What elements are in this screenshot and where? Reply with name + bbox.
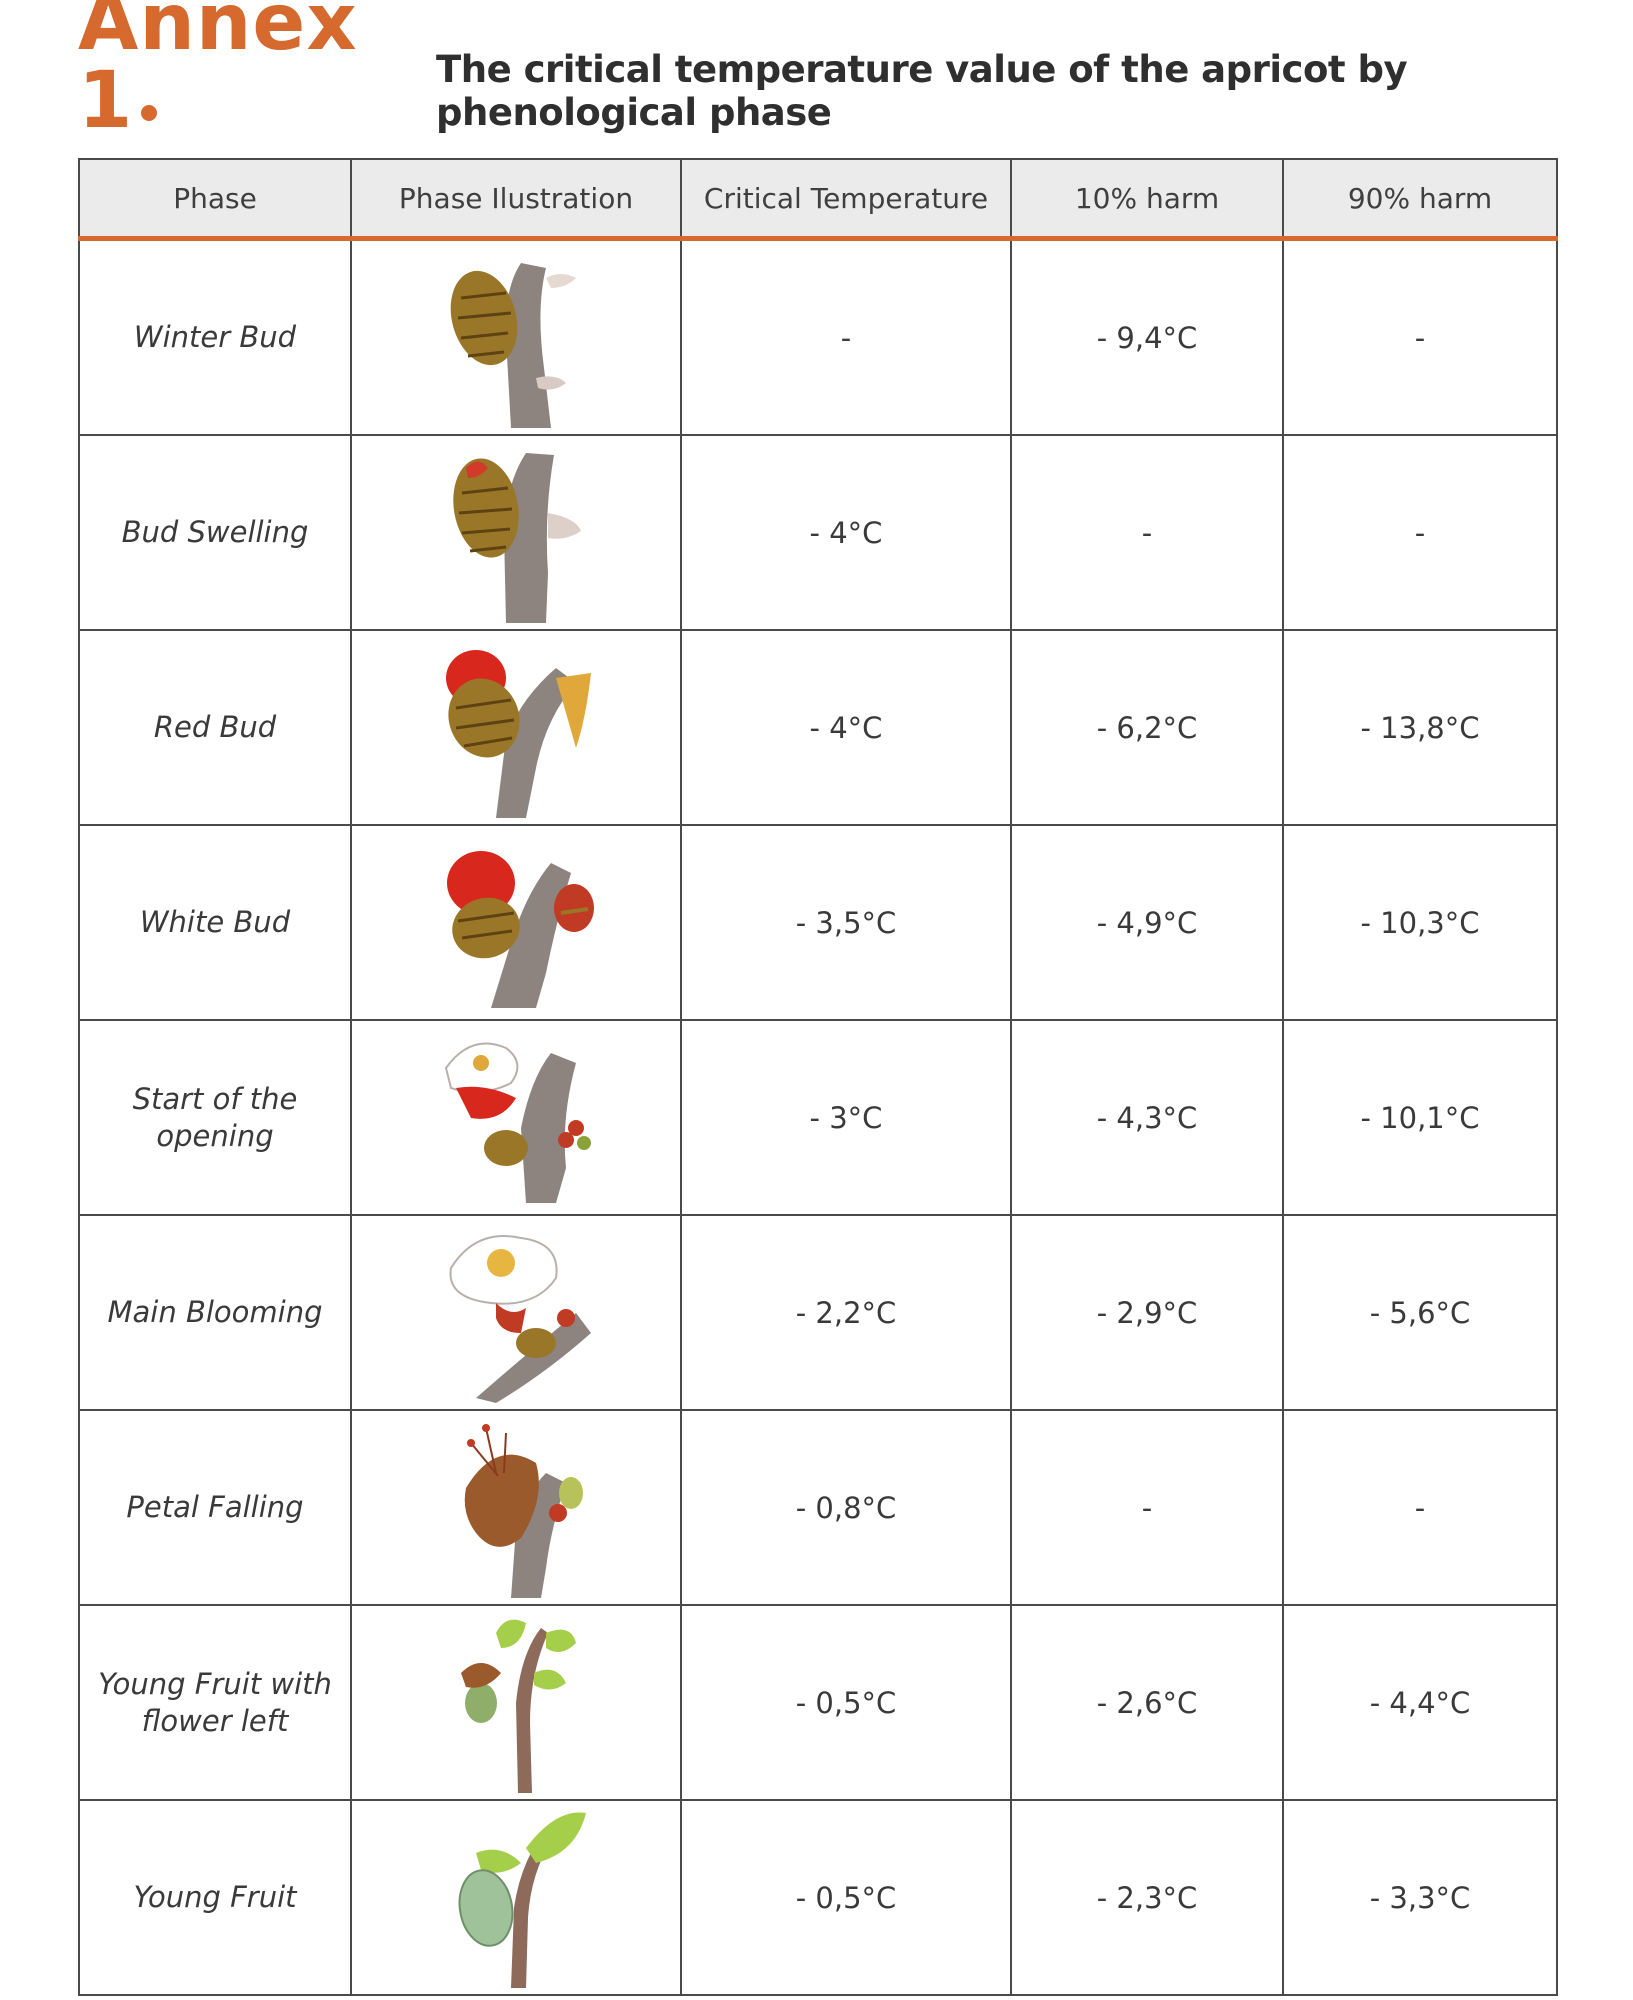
table-row: White Bud - 3,5°C - 4,9°C - 10,3°C <box>78 824 1558 1021</box>
table-row: Young Fruit with flower left - 0,5°C - 2… <box>78 1604 1558 1801</box>
table-row: Red Bud - 4°C - 6,2°C - 13,8°C <box>78 629 1558 826</box>
table-row: Petal Falling - 0,8°C - - <box>78 1409 1558 1606</box>
harm-90-cell: - 10,1°C <box>1282 1019 1558 1216</box>
critical-temperature-cell: - <box>680 237 1012 436</box>
phase-cell: Red Bud <box>78 629 352 826</box>
critical-temperature-cell: - 2,2°C <box>680 1214 1012 1411</box>
column-header-10-harm: 10% harm <box>1010 158 1284 241</box>
white-bud-illustration <box>447 850 594 1008</box>
harm-10-cell: - 4,9°C <box>1010 824 1284 1021</box>
harm-90-cell: - 3,3°C <box>1282 1799 1558 1996</box>
illustration-cell <box>350 237 682 436</box>
harm-10-cell: - 9,4°C <box>1010 237 1284 436</box>
petal-falling-illustration <box>464 1423 583 1598</box>
critical-temperature-cell: - 4°C <box>680 629 1012 826</box>
harm-90-cell: - <box>1282 1409 1558 1606</box>
document-subtitle: The critical temperature value of the ap… <box>436 48 1408 134</box>
critical-temperature-cell: - 3,5°C <box>680 824 1012 1021</box>
column-header-illustration: Phase Ilustration <box>350 158 682 241</box>
phase-cell: Winter Bud <box>78 237 352 436</box>
young-fruit-flower-illustration <box>461 1619 576 1793</box>
red-bud-illustration <box>446 649 591 818</box>
harm-90-cell: - 13,8°C <box>1282 629 1558 826</box>
harm-10-cell: - 6,2°C <box>1010 629 1284 826</box>
phase-cell: Petal Falling <box>78 1409 352 1606</box>
orange-dot <box>141 105 158 121</box>
harm-90-cell: - 5,6°C <box>1282 1214 1558 1411</box>
illustration-cell <box>350 824 682 1021</box>
harm-90-cell: - 4,4°C <box>1282 1604 1558 1801</box>
harm-10-cell: - <box>1010 1409 1284 1606</box>
critical-temperature-cell: - 0,5°C <box>680 1604 1012 1801</box>
table-row: Young Fruit - 0,5°C - 2,3°C - 3,3°C <box>78 1799 1558 1996</box>
document-title: Annex 1 The critical temperature value o… <box>78 0 1633 140</box>
harm-90-cell: - <box>1282 237 1558 436</box>
harm-10-cell: - 4,3°C <box>1010 1019 1284 1216</box>
table-row: Winter Bud - - 9,4°C - <box>78 237 1558 436</box>
bud-swelling-illustration <box>453 452 581 623</box>
illustration-cell <box>350 1409 682 1606</box>
harm-90-cell: - <box>1282 434 1558 631</box>
illustration-cell <box>350 1019 682 1216</box>
harm-10-cell: - 2,3°C <box>1010 1799 1284 1996</box>
phase-cell: Young Fruit <box>78 1799 352 1996</box>
table-row: Bud Swelling - 4°C - - <box>78 434 1558 631</box>
phase-cell: Start of the opening <box>78 1019 352 1216</box>
harm-10-cell: - 2,6°C <box>1010 1604 1284 1801</box>
illustration-cell <box>350 629 682 826</box>
blooming-illustration <box>449 1234 591 1403</box>
column-header-phase: Phase <box>78 158 352 241</box>
column-header-90-harm: 90% harm <box>1282 158 1558 241</box>
phase-cell: White Bud <box>78 824 352 1021</box>
illustration-cell <box>350 1799 682 1996</box>
phase-cell: Young Fruit with flower left <box>78 1604 352 1801</box>
phase-cell: Bud Swelling <box>78 434 352 631</box>
harm-90-cell: - 10,3°C <box>1282 824 1558 1021</box>
column-header-critical-temperature: Critical Temperature <box>680 158 1012 241</box>
winter-bud-illustration <box>450 262 576 428</box>
illustration-cell <box>350 1604 682 1801</box>
critical-temperature-table: Phase Phase Ilustration Critical Tempera… <box>78 158 1558 1996</box>
young-fruit-illustration <box>458 1811 586 1988</box>
critical-temperature-cell: - 0,5°C <box>680 1799 1012 1996</box>
opening-illustration <box>444 1042 591 1203</box>
table-row: Main Blooming - 2,2°C - 2,9°C - 5,6°C <box>78 1214 1558 1411</box>
table-header-row: Phase Phase Ilustration Critical Tempera… <box>78 158 1558 241</box>
critical-temperature-cell: - 0,8°C <box>680 1409 1012 1606</box>
annex-heading: Annex 1 <box>78 0 358 146</box>
harm-10-cell: - <box>1010 434 1284 631</box>
critical-temperature-cell: - 3°C <box>680 1019 1012 1216</box>
illustration-cell <box>350 434 682 631</box>
table-row: Start of the opening - 3°C - 4,3°C - 10,… <box>78 1019 1558 1216</box>
phase-cell: Main Blooming <box>78 1214 352 1411</box>
illustration-cell <box>350 1214 682 1411</box>
critical-temperature-cell: - 4°C <box>680 434 1012 631</box>
harm-10-cell: - 2,9°C <box>1010 1214 1284 1411</box>
